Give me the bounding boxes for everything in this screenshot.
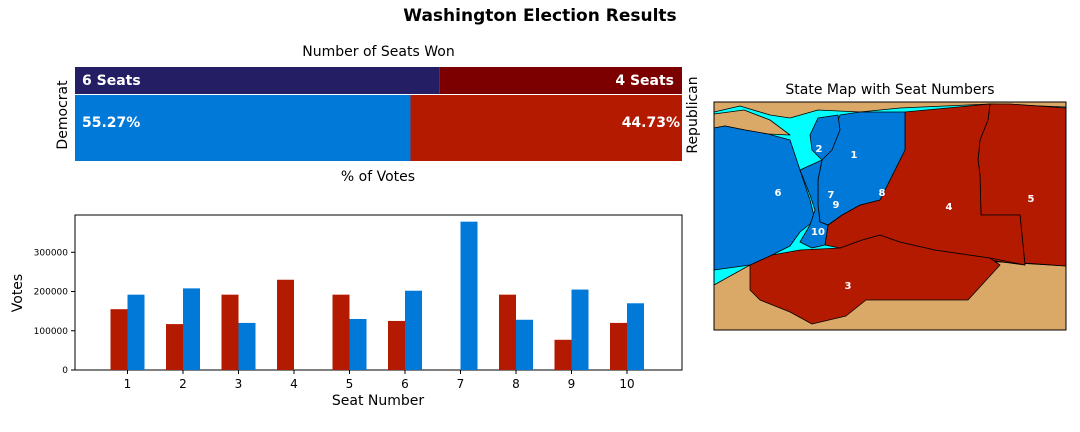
- map-seat-label-6: 6: [775, 188, 782, 199]
- state-map: 1 2 3 4 5 6 7 8 9 10: [713, 101, 1067, 331]
- republican-bar-seat-6: [388, 320, 405, 370]
- democrat-seats-label: 6 Seats: [82, 73, 141, 89]
- x-tick-label: 10: [619, 377, 634, 391]
- republican-bar-seat-2: [166, 324, 183, 370]
- republican-bar-seat-10: [610, 322, 627, 370]
- x-tick-label: 1: [124, 377, 132, 391]
- map-title: State Map with Seat Numbers: [785, 82, 995, 98]
- republican-seats-label: 4 Seats: [615, 73, 674, 89]
- map-frame: [713, 101, 1067, 331]
- democrat-bar-seat-6: [405, 290, 422, 370]
- map-seat-label-9: 9: [833, 200, 840, 211]
- republican-axis-label: Republican: [685, 76, 701, 153]
- republican-votes-bar: [410, 95, 682, 161]
- democrat-bar-seat-3: [238, 322, 256, 370]
- votes-percent-xlabel: % of Votes: [341, 169, 415, 185]
- x-tick-label: 7: [457, 377, 465, 391]
- republican-bar-seat-1: [110, 309, 128, 370]
- x-tick-label: 5: [346, 377, 354, 391]
- democrat-votes-bar: [75, 95, 411, 161]
- map-seat-label-1: 1: [851, 150, 858, 161]
- democrat-bar-seat-1: [127, 294, 145, 370]
- district-7-9-10: [799, 159, 829, 249]
- map-seat-label-5: 5: [1028, 194, 1035, 205]
- republican-bar-seat-3: [221, 294, 239, 370]
- x-tick-label: 2: [179, 377, 187, 391]
- map-seat-label-8: 8: [879, 188, 886, 199]
- district-6: [713, 125, 816, 271]
- bar-chart-frame: [74, 214, 683, 371]
- democrat-bar-seat-10: [627, 303, 644, 370]
- democrat-bar-seat-7: [460, 221, 478, 370]
- democrat-seats-bar: [75, 67, 440, 94]
- map-seat-label-2: 2: [816, 144, 823, 155]
- x-tick-label: 4: [290, 377, 298, 391]
- republican-bar-seat-9: [554, 339, 572, 370]
- map-seat-label-4: 4: [946, 202, 953, 213]
- main-title: Washington Election Results: [403, 6, 677, 26]
- republican-bar-seat-8: [499, 294, 516, 370]
- x-tick-label: 6: [401, 377, 409, 391]
- seats-chart-title: Number of Seats Won: [302, 44, 455, 60]
- x-tick-label: 8: [512, 377, 520, 391]
- x-tick-label: 9: [568, 377, 576, 391]
- republican-bar-seat-4: [277, 279, 294, 370]
- democrat-bar-seat-5: [349, 318, 367, 370]
- democrat-bar-seat-2: [183, 288, 200, 370]
- democrat-bar-seat-8: [516, 319, 533, 370]
- bar-chart-ylabel: Votes: [10, 274, 26, 312]
- district-2: [809, 114, 841, 161]
- republican-votes-label: 44.73%: [622, 115, 680, 131]
- democrat-votes-label: 55.27%: [82, 115, 140, 131]
- y-tick-label: 300000: [34, 248, 69, 258]
- y-tick-label: 200000: [34, 288, 69, 298]
- bar-chart-xlabel: Seat Number: [332, 393, 425, 409]
- republican-seats-bar: [439, 67, 682, 94]
- map-seat-label-7: 7: [828, 190, 835, 201]
- y-tick-label: 0: [62, 366, 68, 376]
- democrat-axis-label: Democrat: [55, 80, 71, 150]
- republican-bar-seat-5: [332, 294, 350, 370]
- map-seat-label-10: 10: [811, 227, 825, 238]
- y-tick-label: 100000: [34, 327, 69, 337]
- x-tick-label: 3: [235, 377, 243, 391]
- democrat-bar-seat-9: [571, 289, 589, 370]
- map-seat-label-3: 3: [845, 281, 852, 292]
